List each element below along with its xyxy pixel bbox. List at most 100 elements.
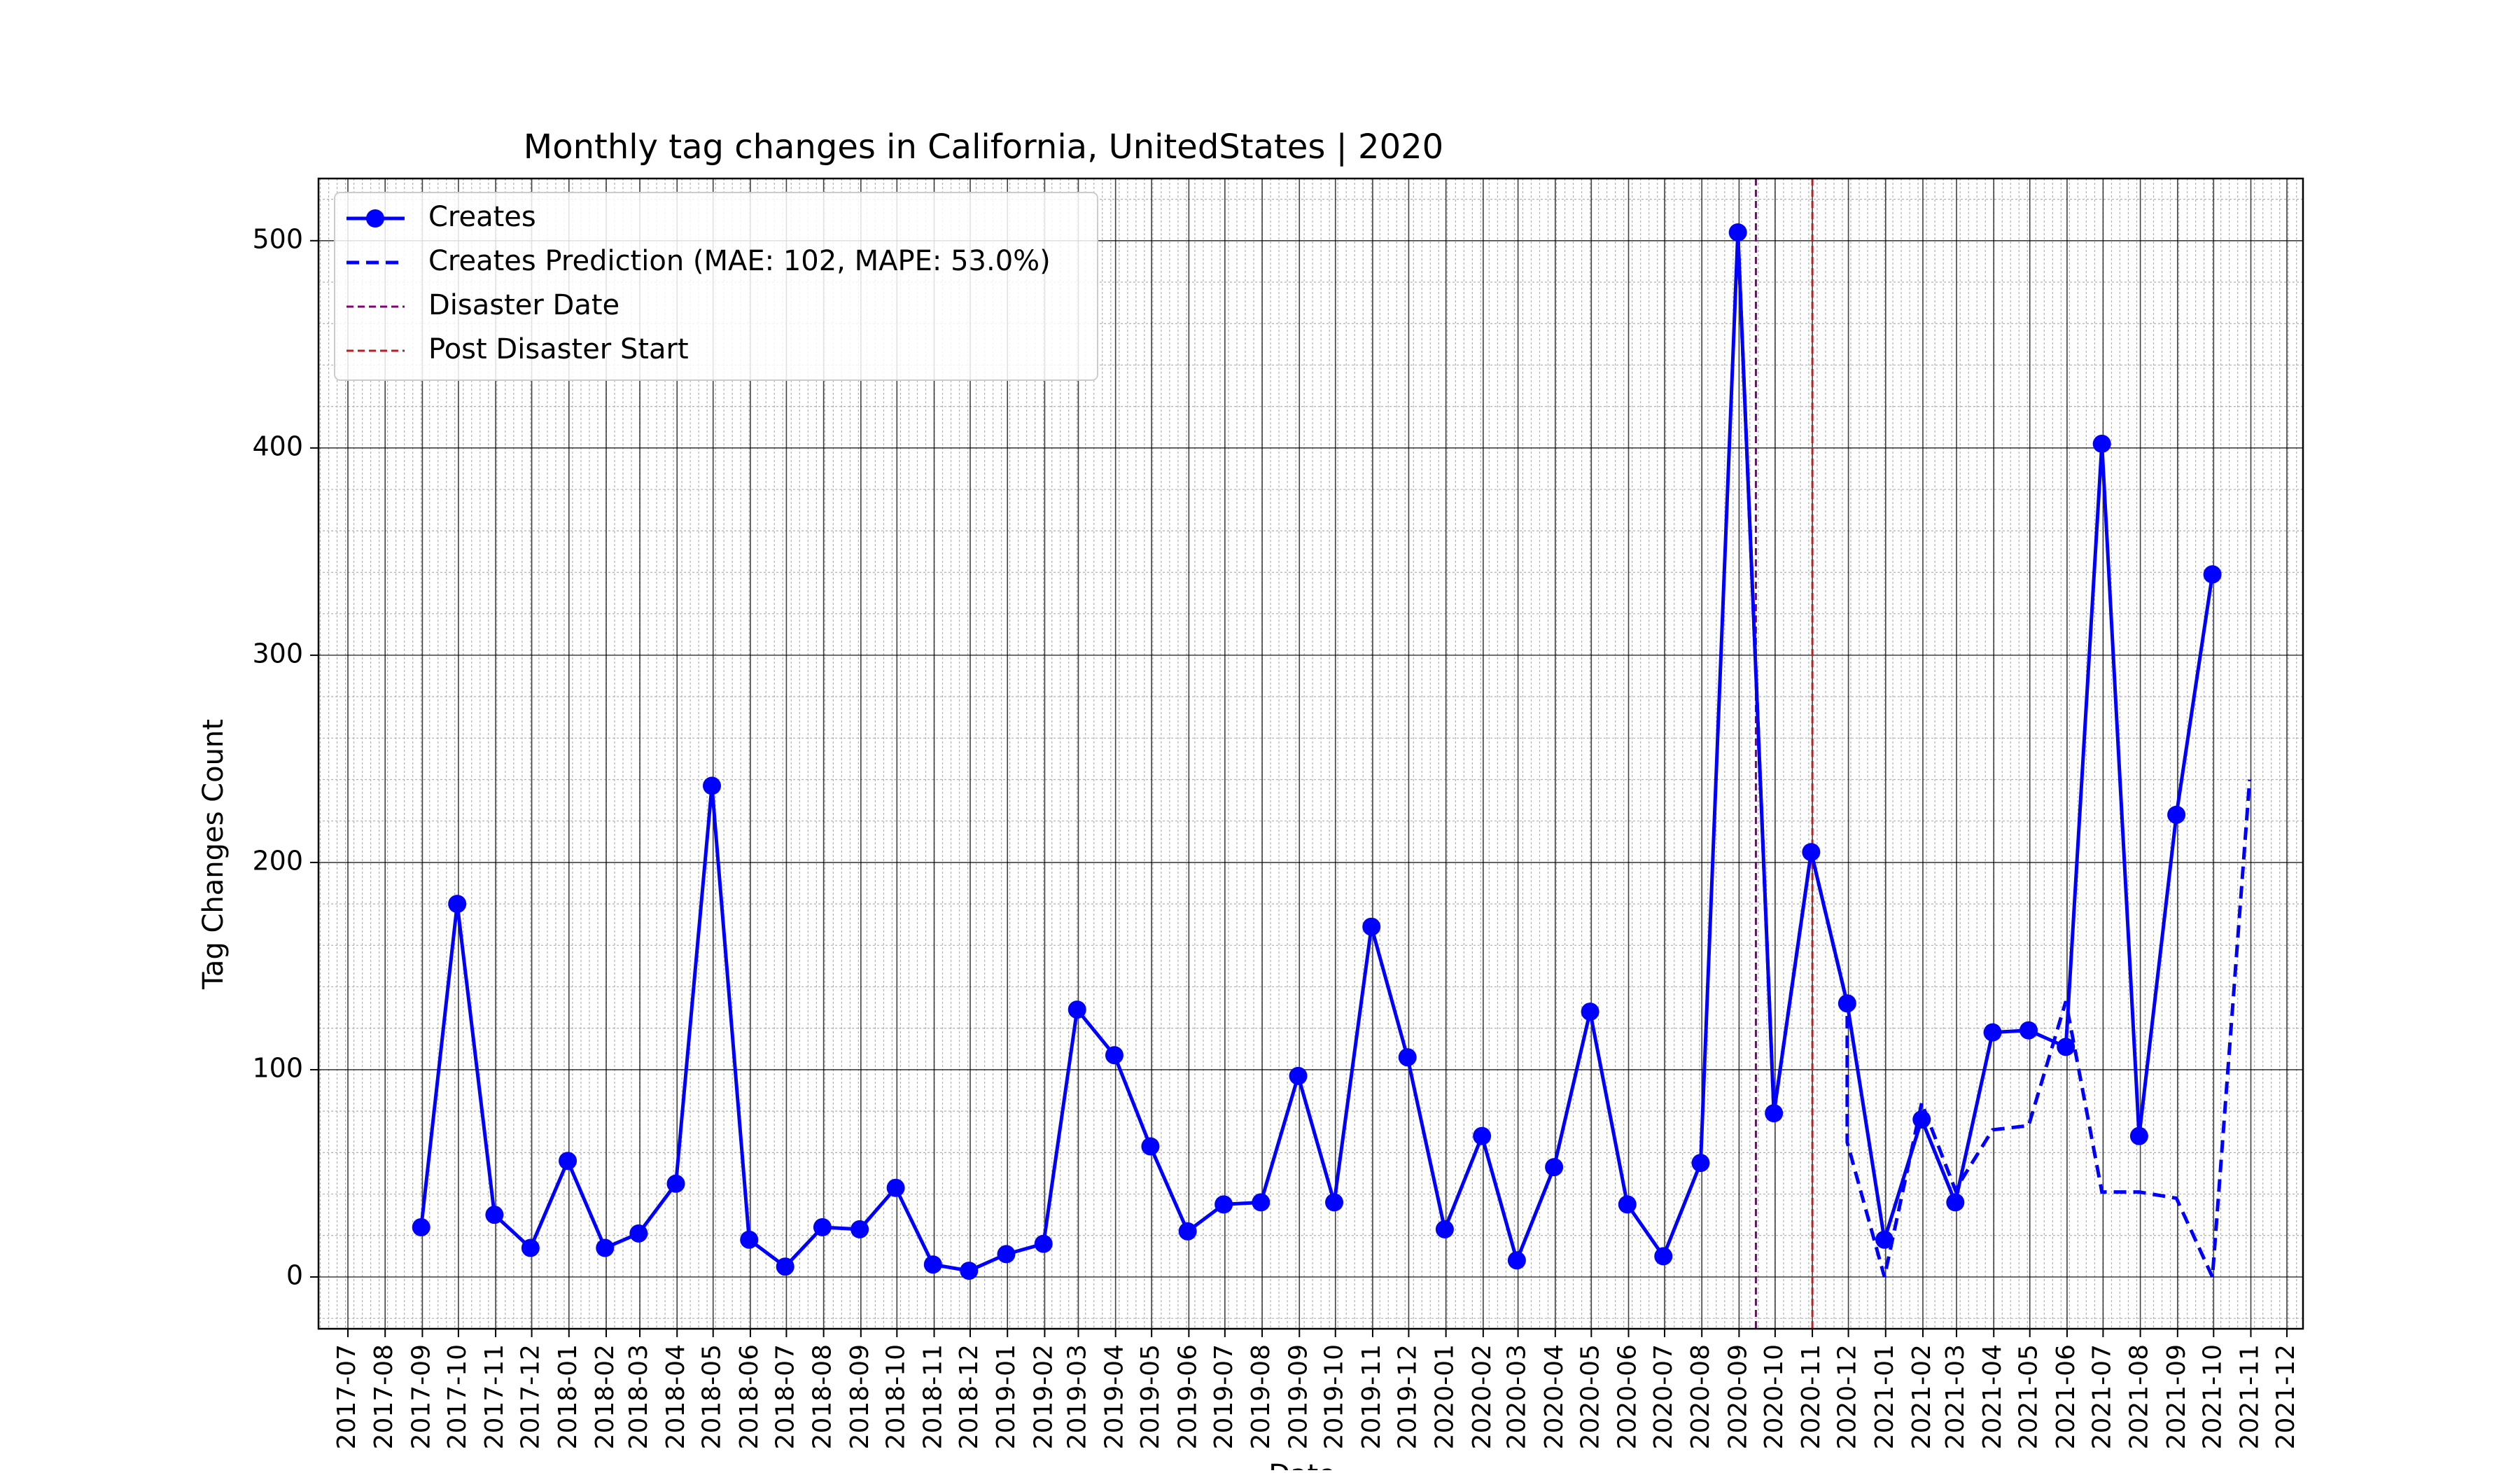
creates-point-2017-08 xyxy=(412,1217,430,1236)
creates-point-2020-12 xyxy=(1875,1230,1894,1249)
legend-label: Disaster Date xyxy=(428,289,620,321)
creates-point-2017-12 xyxy=(559,1152,578,1171)
x-tick-label: 2021-06 xyxy=(2052,1344,2080,1449)
creates-point-2018-03 xyxy=(666,1174,685,1193)
x-tick-label: 2019-07 xyxy=(1210,1344,1238,1449)
creates-point-2019-04 xyxy=(1141,1137,1160,1156)
x-tick-label: 2021-10 xyxy=(2198,1344,2227,1449)
x-tick-label: 2019-01 xyxy=(992,1344,1021,1449)
x-tick-label: 2021-04 xyxy=(1978,1344,2007,1449)
creates-point-2017-09 xyxy=(448,895,467,914)
x-tick-label: 2021-05 xyxy=(2015,1344,2043,1449)
legend-label: Creates xyxy=(428,201,536,233)
creates-point-2020-08 xyxy=(1728,223,1747,242)
y-tick-label: 300 xyxy=(252,638,303,669)
x-tick-label: 2018-08 xyxy=(808,1344,837,1449)
creates-point-2019-02 xyxy=(1068,1000,1086,1019)
x-tick-label: 2020-10 xyxy=(1760,1344,1788,1449)
x-tick-label: 2019-11 xyxy=(1357,1344,1386,1449)
x-tick-label: 2018-03 xyxy=(624,1344,653,1449)
y-tick-label: 400 xyxy=(252,431,303,461)
y-tick-label: 200 xyxy=(252,845,303,876)
x-tick-label: 2019-04 xyxy=(1100,1344,1129,1449)
creates-point-2020-06 xyxy=(1654,1247,1673,1266)
x-tick-label: 2019-06 xyxy=(1173,1344,1202,1449)
x-tick-label: 2021-11 xyxy=(2236,1344,2264,1449)
x-axis: 2017-07 2017-08 2017-09 2017-10 2017-11 2017-… xyxy=(332,1329,2300,1449)
y-axis-label: Tag Changes Count xyxy=(197,719,230,990)
x-tick-label: 2019-08 xyxy=(1247,1344,1275,1449)
x-tick-label: 2020-05 xyxy=(1576,1344,1604,1449)
series-layer xyxy=(412,223,2252,1280)
x-tick-label: 2018-01 xyxy=(554,1344,582,1449)
creates-point-2019-05 xyxy=(1178,1222,1197,1241)
x-tick-label: 2019-12 xyxy=(1393,1344,1422,1449)
x-tick-label: 2021-01 xyxy=(1870,1344,1899,1449)
creates-point-2018-04 xyxy=(703,776,722,795)
legend: Creates Creates Prediction (MAE: 102, MAP… xyxy=(334,192,1098,381)
creates-point-2019-12 xyxy=(1435,1220,1454,1238)
x-tick-label: 2017-09 xyxy=(407,1344,435,1449)
x-axis-label: Date xyxy=(1268,1459,1336,1470)
x-tick-label: 2021-07 xyxy=(2087,1344,2116,1449)
legend-marker xyxy=(366,209,384,228)
x-tick-label: 2021-12 xyxy=(2272,1344,2300,1449)
creates-point-2020-11 xyxy=(1837,994,1856,1013)
creates-point-2018-10 xyxy=(923,1255,942,1274)
creates-point-2019-11 xyxy=(1398,1048,1417,1067)
x-tick-label: 2017-10 xyxy=(443,1344,472,1449)
x-tick-label: 2018-11 xyxy=(919,1344,948,1449)
x-tick-label: 2020-03 xyxy=(1503,1344,1532,1449)
x-tick-label: 2019-02 xyxy=(1029,1344,1058,1449)
x-tick-label: 2018-07 xyxy=(771,1344,799,1449)
creates-point-2021-04 xyxy=(2019,1021,2038,1040)
creates-point-2019-08 xyxy=(1289,1066,1308,1085)
x-tick-label: 2018-04 xyxy=(662,1344,690,1449)
legend-box xyxy=(334,192,1098,381)
chart-title: Monthly tag changes in California, Unite… xyxy=(524,127,1443,167)
y-tick-label: 500 xyxy=(252,223,303,254)
x-tick-label: 2021-03 xyxy=(1941,1344,1970,1449)
creates-point-2021-09 xyxy=(2203,565,2222,584)
x-tick-label: 2020-08 xyxy=(1686,1344,1715,1449)
minor-grid xyxy=(318,179,2303,1329)
creates-point-2020-01 xyxy=(1473,1126,1492,1145)
vertical-lines xyxy=(1754,179,1814,1329)
x-tick-label: 2017-12 xyxy=(517,1344,545,1449)
x-tick-label: 2017-11 xyxy=(480,1344,509,1449)
creates-point-2021-07 xyxy=(2129,1126,2148,1145)
creates-line xyxy=(419,232,2215,1273)
x-tick-label: 2019-03 xyxy=(1063,1344,1091,1449)
x-tick-label: 2020-11 xyxy=(1797,1344,1826,1449)
creates-point-2018-12 xyxy=(997,1245,1016,1264)
y-tick-label: 0 xyxy=(286,1259,303,1290)
x-tick-label: 2021-09 xyxy=(2162,1344,2191,1449)
creates-point-2020-02 xyxy=(1507,1251,1526,1270)
creates-point-2020-03 xyxy=(1545,1158,1564,1177)
creates-point-2021-03 xyxy=(1983,1023,2002,1042)
x-tick-label: 2020-07 xyxy=(1649,1344,1678,1449)
y-tick-label: 100 xyxy=(252,1052,303,1083)
x-tick-label: 2020-12 xyxy=(1833,1344,1862,1449)
creates-point-2019-03 xyxy=(1105,1046,1124,1065)
creates-point-2021-02 xyxy=(1946,1193,1965,1212)
plot-frame xyxy=(317,177,2304,1330)
x-tick-label: 2018-09 xyxy=(846,1344,874,1449)
creates-point-2021-06 xyxy=(2092,434,2111,453)
creates-point-2017-10 xyxy=(485,1206,504,1224)
creates-point-2018-06 xyxy=(776,1257,794,1276)
creates-point-2020-05 xyxy=(1618,1195,1637,1214)
x-tick-label: 2018-02 xyxy=(591,1344,620,1449)
x-tick-label: 2018-10 xyxy=(881,1344,910,1449)
x-tick-label: 2017-08 xyxy=(370,1344,398,1449)
legend-label: Creates Prediction (MAE: 102, MAPE: 53.0… xyxy=(428,245,1051,277)
x-tick-label: 2018-06 xyxy=(735,1344,764,1449)
creates-point-2017-11 xyxy=(521,1238,540,1257)
creates-point-2019-06 xyxy=(1214,1195,1233,1214)
x-tick-label: 2019-05 xyxy=(1136,1344,1165,1449)
creates-point-2020-04 xyxy=(1581,1003,1600,1021)
creates-point-2020-09 xyxy=(1765,1104,1784,1123)
creates-point-2019-10 xyxy=(1362,917,1381,936)
